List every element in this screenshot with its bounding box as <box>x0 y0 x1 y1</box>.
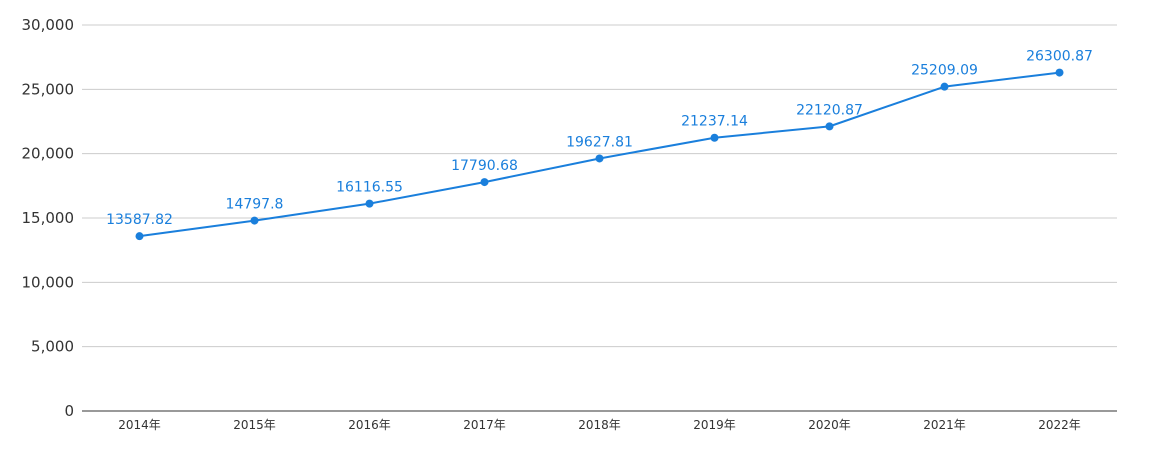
data-point[interactable] <box>595 154 604 163</box>
data-label: 16116.55 <box>336 180 403 196</box>
data-label: 22120.87 <box>796 102 863 118</box>
y-tick-label: 10,000 <box>22 273 75 291</box>
x-axis: 2014年 2015年 2016年 2017年 2018年 2019年 2020年 2021年… <box>82 410 1117 432</box>
data-label: 14797.8 <box>226 197 284 213</box>
x-tick-label: 2016年 <box>348 418 391 432</box>
x-tick-label: 2014年 <box>118 418 161 432</box>
x-tick-label: 2015年 <box>233 418 276 432</box>
y-axis: 0 5,000 10,000 15,000 20,000 25,000 30,000 <box>22 16 75 420</box>
data-point[interactable] <box>480 178 489 187</box>
x-tick-label: 2017年 <box>463 418 506 432</box>
data-label: 25209.09 <box>911 63 978 79</box>
data-label: 19627.81 <box>566 134 633 150</box>
data-label: 21237.14 <box>681 114 748 130</box>
y-tick-label: 0 <box>64 402 74 420</box>
series-layer <box>135 68 1064 241</box>
data-point[interactable] <box>250 216 259 225</box>
data-point[interactable] <box>940 82 949 91</box>
data-label: 13587.82 <box>106 212 173 228</box>
y-tick-label: 15,000 <box>22 209 75 227</box>
y-tick-label: 20,000 <box>22 145 75 163</box>
x-tick-label: 2018年 <box>578 418 621 432</box>
y-tick-label: 30,000 <box>22 16 75 34</box>
data-point[interactable] <box>825 122 834 131</box>
data-point[interactable] <box>135 232 144 241</box>
x-tick-label: 2019年 <box>693 418 736 432</box>
x-tick-label: 2022年 <box>1038 418 1081 432</box>
data-labels: 13587.82 14797.8 16116.55 17790.68 19627.81 2… <box>106 49 1093 229</box>
data-label: 26300.87 <box>1026 49 1093 65</box>
data-point[interactable] <box>365 199 374 208</box>
y-tick-label: 5,000 <box>31 338 74 356</box>
data-point[interactable] <box>710 133 719 142</box>
x-tick-label: 2020年 <box>808 418 851 432</box>
data-point[interactable] <box>1055 68 1064 77</box>
y-tick-label: 25,000 <box>22 80 75 98</box>
data-label: 17790.68 <box>451 158 518 174</box>
x-tick-label: 2021年 <box>923 418 966 432</box>
